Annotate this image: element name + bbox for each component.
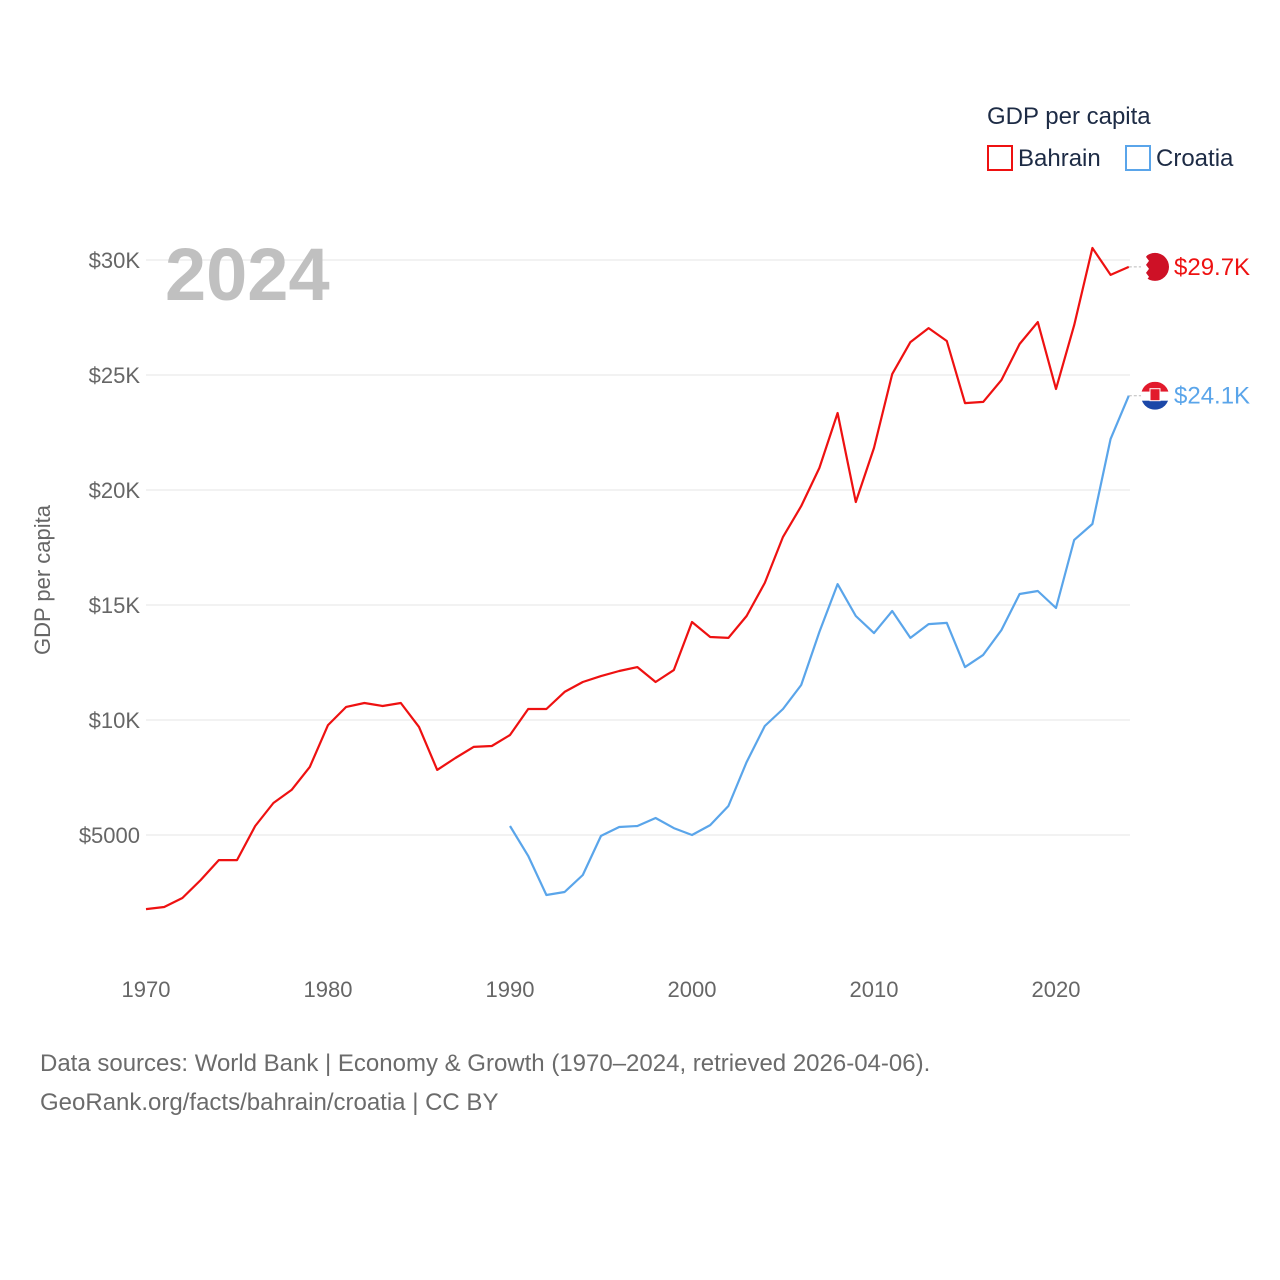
- x-axis-ticks: 1970 1980 1990 2000 2010 2020: [122, 977, 1081, 1002]
- end-label-croatia: $24.1K: [1174, 383, 1250, 410]
- legend-swatch-bahrain: [987, 145, 1013, 171]
- y-tick-label: $15K: [89, 593, 141, 618]
- end-labels: $29.7K $24.1K: [1128, 252, 1250, 410]
- y-tick-label: $5000: [79, 823, 140, 848]
- legend: GDP per capita Bahrain Croatia: [987, 103, 1234, 172]
- legend-label-croatia[interactable]: Croatia: [1156, 145, 1234, 172]
- croatia-flag-icon: [1141, 381, 1169, 410]
- legend-label-bahrain[interactable]: Bahrain: [1018, 145, 1101, 172]
- legend-title: GDP per capita: [987, 103, 1151, 130]
- y-axis-ticks: $5000 $10K $15K $20K $25K $30K: [79, 248, 141, 848]
- x-tick-label: 1980: [304, 977, 353, 1002]
- grid-lines: [146, 259, 1130, 836]
- y-tick-label: $30K: [89, 248, 141, 273]
- year-label: 2024: [165, 233, 330, 316]
- legend-swatch-croatia: [1125, 145, 1151, 171]
- y-tick-label: $25K: [89, 363, 141, 388]
- x-tick-label: 1970: [122, 977, 171, 1002]
- series-line-croatia: [509, 395, 1130, 897]
- y-axis-label: GDP per capita: [30, 504, 55, 655]
- y-tick-label: $20K: [89, 478, 141, 503]
- source-link[interactable]: GeoRank.org/facts/bahrain/croatia | CC B…: [40, 1089, 499, 1116]
- end-label-bahrain: $29.7K: [1174, 254, 1250, 281]
- series-line-bahrain: [145, 246, 1130, 911]
- y-tick-label: $10K: [89, 708, 141, 733]
- x-tick-label: 2000: [668, 977, 717, 1002]
- footer: Data sources: World Bank | Economy & Gro…: [40, 1044, 930, 1122]
- x-tick-label: 2010: [850, 977, 899, 1002]
- data-sources: Data sources: World Bank | Economy & Gro…: [40, 1050, 931, 1077]
- bahrain-flag-icon: [1141, 252, 1169, 281]
- x-tick-label: 1990: [486, 977, 535, 1002]
- series-lines: [145, 246, 1130, 911]
- x-tick-label: 2020: [1032, 977, 1081, 1002]
